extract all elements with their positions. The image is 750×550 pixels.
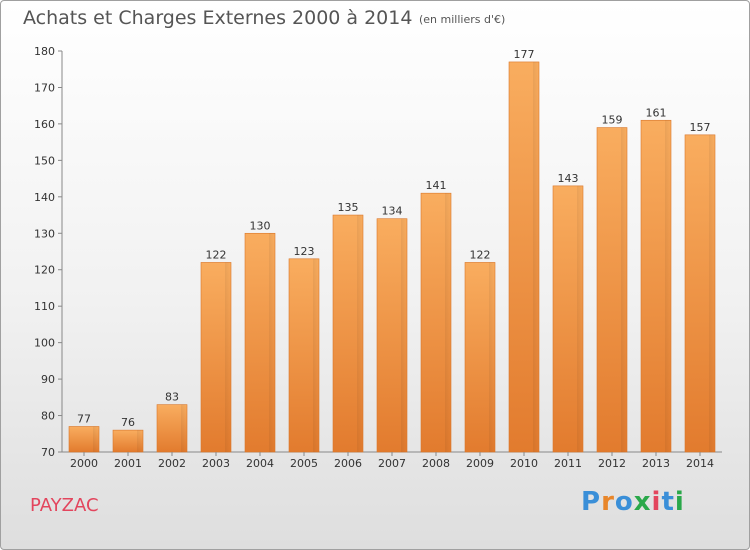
- x-tick-label: 2005: [290, 457, 318, 470]
- x-tick-label: 2013: [642, 457, 670, 470]
- bar-shade: [621, 127, 627, 453]
- y-tick-label: 130: [34, 227, 55, 240]
- bar-value-label: 143: [558, 172, 579, 185]
- bar-shade: [181, 404, 187, 452]
- y-tick-label: 170: [34, 81, 55, 94]
- x-tick-label: 2007: [378, 457, 406, 470]
- y-tick-label: 180: [34, 45, 55, 58]
- bar-shade: [357, 215, 363, 452]
- x-tick-label: 2014: [686, 457, 714, 470]
- x-tick-label: 2008: [422, 457, 450, 470]
- bar-shade: [93, 426, 99, 452]
- y-tick-label: 140: [34, 191, 55, 204]
- x-tick-label: 2003: [202, 457, 230, 470]
- y-tick-label: 120: [34, 264, 55, 277]
- bar-value-label: 157: [690, 121, 711, 134]
- proxiti-logo: Proxiti: [581, 487, 685, 517]
- bar-shade: [665, 120, 671, 452]
- bar-shade: [577, 185, 583, 452]
- bar-value-label: 159: [602, 114, 623, 127]
- bar-value-label: 134: [382, 205, 403, 218]
- y-tick-label: 90: [41, 373, 55, 386]
- x-tick-label: 2000: [70, 457, 98, 470]
- x-tick-label: 2009: [466, 457, 494, 470]
- bar-value-label: 135: [338, 201, 359, 214]
- y-tick-label: 110: [34, 300, 55, 313]
- logo-letter: t: [661, 487, 675, 517]
- logo-letter: i: [674, 487, 685, 517]
- x-tick-label: 2010: [510, 457, 538, 470]
- bar-value-label: 123: [294, 245, 315, 258]
- logo-letter: P: [581, 487, 602, 517]
- bar-shade: [269, 233, 275, 452]
- x-tick-label: 2001: [114, 457, 142, 470]
- x-tick-label: 2012: [598, 457, 626, 470]
- x-tick-label: 2011: [554, 457, 582, 470]
- y-tick-label: 100: [34, 337, 55, 350]
- bar-value-label: 161: [646, 106, 667, 119]
- logo-letter: o: [614, 487, 634, 517]
- bar-value-label: 83: [165, 391, 179, 404]
- bar-shade: [445, 193, 451, 452]
- x-tick-label: 2002: [158, 457, 186, 470]
- logo-letter: r: [601, 487, 615, 517]
- bar-value-label: 76: [121, 416, 135, 429]
- bar-value-label: 122: [206, 248, 227, 261]
- y-tick-label: 80: [41, 410, 55, 423]
- logo-letter: i: [651, 487, 662, 517]
- logo-letter: x: [633, 487, 652, 517]
- x-tick-label: 2004: [246, 457, 274, 470]
- bar-value-label: 130: [250, 219, 271, 232]
- bar-shade: [225, 262, 231, 452]
- bar-shade: [401, 218, 407, 452]
- y-tick-label: 160: [34, 118, 55, 131]
- bar-shade: [533, 61, 539, 452]
- chart-subtitle: (en milliers d'€): [419, 13, 506, 26]
- bar-shade: [137, 430, 143, 452]
- bar-value-label: 177: [514, 48, 535, 61]
- bar-value-label: 77: [77, 412, 91, 425]
- commune-name: PAYZAC: [30, 495, 99, 516]
- x-tick-label: 2006: [334, 457, 362, 470]
- bar-value-label: 141: [426, 179, 447, 192]
- y-tick-label: 150: [34, 154, 55, 167]
- chart-title: Achats et Charges Externes 2000 à 2014: [23, 7, 413, 29]
- y-tick-label: 70: [41, 446, 55, 459]
- bar-shade: [489, 262, 495, 452]
- bar-shade: [313, 258, 319, 452]
- bar-value-label: 122: [470, 248, 491, 261]
- bar-shade: [709, 134, 715, 452]
